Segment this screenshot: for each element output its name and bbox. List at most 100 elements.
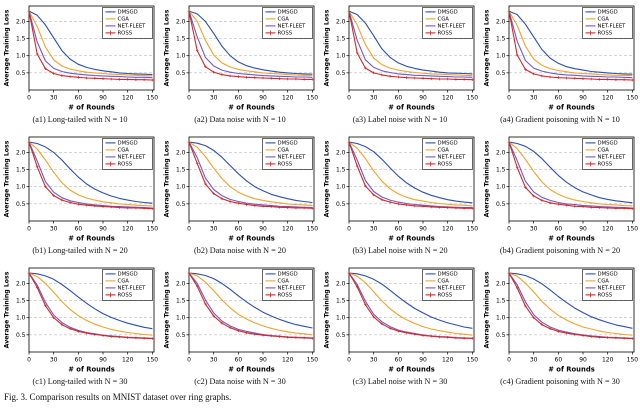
legend-label-ROSS: ROSS xyxy=(438,293,453,299)
x-tick-label: 30 xyxy=(370,226,378,233)
x-axis-label: # of Rounds xyxy=(68,104,115,112)
series-line-ROSS xyxy=(348,141,473,209)
y-tick-label: 1.0 xyxy=(16,53,26,60)
y-axis-label: Average Training Loss xyxy=(484,271,491,348)
series-line-ROSS xyxy=(348,272,473,339)
x-tick-label: 0 xyxy=(347,226,351,233)
loss-chart-a4: 0 30 60 90 120 150 0.5 1.0 1.5 2.0 # of Rounds Aver… xyxy=(484,5,638,112)
x-tick-label: 150 xyxy=(307,95,318,102)
x-tick-label: 90 xyxy=(579,95,587,102)
loss-chart-b3: 0 30 60 90 120 150 0.5 1.0 1.5 2.0 # of Rounds Aver… xyxy=(324,136,478,243)
x-tick-label: 150 xyxy=(467,95,478,102)
x-tick-label: 0 xyxy=(27,95,31,102)
series-line-CGA xyxy=(348,272,473,336)
loss-chart-c1: 0 30 60 90 120 150 0.5 1.0 1.5 2.0 # of Rounds Aver… xyxy=(4,267,158,374)
chart-caption-b1: (b1) Long-tailed with N = 20 xyxy=(32,246,128,255)
x-tick-label: 60 xyxy=(235,357,243,364)
y-tick-label: 1.0 xyxy=(336,184,346,191)
plot-frame xyxy=(28,267,155,353)
x-tick-label: 120 xyxy=(602,95,614,102)
x-tick-label: 0 xyxy=(507,226,511,233)
x-tick-label: 150 xyxy=(307,357,318,364)
chart-caption-b2: (b2) Data noise with N = 20 xyxy=(194,246,286,255)
chart-cell-b4: 0 30 60 90 120 150 0.5 1.0 1.5 2.0 # of Rounds Aver… xyxy=(480,133,640,255)
series-line-ROSS xyxy=(188,10,313,80)
legend-label-DMSGD: DMSGD xyxy=(438,272,458,278)
y-tick-label: 1.5 xyxy=(16,298,26,305)
chart-caption-b4: (b4) Gradient poisoning with N = 20 xyxy=(499,246,621,255)
y-tick-label: 1.0 xyxy=(16,184,26,191)
plot-frame xyxy=(508,267,635,353)
y-tick-label: 1.5 xyxy=(336,298,346,305)
legend-label-ROSS: ROSS xyxy=(278,293,293,299)
x-tick-label: 120 xyxy=(122,357,134,364)
loss-chart-c2: 0 30 60 90 120 150 0.5 1.0 1.5 2.0 # of Rounds Aver… xyxy=(164,267,318,374)
x-axis-label: # of Rounds xyxy=(228,366,275,374)
x-tick-label: 30 xyxy=(210,95,218,102)
x-tick-label: 90 xyxy=(419,357,427,364)
loss-chart-c4: 0 30 60 90 120 150 0.5 1.0 1.5 2.0 # of Rounds Aver… xyxy=(484,267,638,374)
y-tick-label: 2.0 xyxy=(496,18,506,25)
legend-label-CGA: CGA xyxy=(278,148,290,154)
y-tick-label: 2.0 xyxy=(176,149,186,156)
chart-cell-c2: 0 30 60 90 120 150 0.5 1.0 1.5 2.0 # of Rounds Aver… xyxy=(160,264,320,386)
loss-chart-c3: 0 30 60 90 120 150 0.5 1.0 1.5 2.0 # of Rounds Aver… xyxy=(324,267,478,374)
x-tick-label: 0 xyxy=(187,357,191,364)
figure-3: 0 30 60 90 120 150 0.5 1.0 1.5 2.0 # of Rounds Aver… xyxy=(4,5,640,402)
loss-chart-b1: 0 30 60 90 120 150 0.5 1.0 1.5 2.0 # of Rounds Aver… xyxy=(4,136,158,243)
x-axis-label: # of Rounds xyxy=(388,235,435,243)
plot-frame xyxy=(188,136,315,222)
x-tick-label: 150 xyxy=(467,226,478,233)
legend-label-DMSGD: DMSGD xyxy=(598,272,618,278)
chart-caption-c3: (c3) Label noise with N = 30 xyxy=(352,377,448,386)
series-line-CGA xyxy=(188,141,313,207)
y-tick-label: 1.5 xyxy=(496,298,506,305)
legend-label-DMSGD: DMSGD xyxy=(118,141,138,147)
legend-label-NET-FLEET: NET-FLEET xyxy=(438,286,467,292)
y-tick-label: 2.0 xyxy=(496,149,506,156)
x-tick-label: 60 xyxy=(235,226,243,233)
x-tick-label: 150 xyxy=(147,95,158,102)
y-tick-label: 1.5 xyxy=(496,36,506,43)
x-tick-label: 150 xyxy=(147,226,158,233)
series-line-ROSS xyxy=(188,272,313,339)
legend-label-NET-FLEET: NET-FLEET xyxy=(598,155,627,161)
y-axis-label: Average Training Loss xyxy=(4,9,11,86)
chart-cell-c3: 0 30 60 90 120 150 0.5 1.0 1.5 2.0 # of Rounds Aver… xyxy=(320,264,480,386)
chart-caption-b3: (b3) Label noise with N = 20 xyxy=(352,246,448,255)
y-tick-label: 0.5 xyxy=(336,332,346,339)
series-line-ROSS xyxy=(508,10,633,81)
y-axis-label: Average Training Loss xyxy=(484,9,491,86)
x-tick-label: 60 xyxy=(75,226,83,233)
chart-caption-c2: (c2) Data noise with N = 30 xyxy=(194,377,286,386)
y-tick-label: 0.5 xyxy=(16,332,26,339)
series-line-NET-FLEET xyxy=(508,141,633,209)
series-line-DMSGD xyxy=(188,141,313,204)
x-tick-label: 60 xyxy=(395,226,403,233)
x-tick-label: 60 xyxy=(75,95,83,102)
x-tick-label: 30 xyxy=(50,226,58,233)
x-axis-label: # of Rounds xyxy=(388,104,435,112)
y-tick-label: 1.5 xyxy=(496,167,506,174)
x-tick-label: 30 xyxy=(50,95,58,102)
y-tick-label: 0.5 xyxy=(496,70,506,77)
series-line-CGA xyxy=(508,10,633,77)
y-tick-label: 1.5 xyxy=(336,36,346,43)
series-line-ROSS xyxy=(508,141,633,210)
x-tick-label: 120 xyxy=(602,357,614,364)
legend-label-CGA: CGA xyxy=(598,279,610,285)
y-tick-label: 0.5 xyxy=(336,201,346,208)
x-tick-label: 90 xyxy=(419,95,427,102)
series-line-CGA xyxy=(348,10,473,77)
x-tick-label: 30 xyxy=(210,226,218,233)
x-tick-label: 150 xyxy=(627,357,638,364)
legend-label-DMSGD: DMSGD xyxy=(598,10,618,16)
legend-label-ROSS: ROSS xyxy=(118,31,133,37)
y-tick-label: 2.0 xyxy=(16,149,26,156)
x-tick-label: 90 xyxy=(259,226,267,233)
y-axis-label: Average Training Loss xyxy=(164,271,171,348)
x-axis-label: # of Rounds xyxy=(68,235,115,243)
series-line-DMSGD xyxy=(348,10,473,75)
x-tick-label: 90 xyxy=(99,95,107,102)
figure-caption: Fig. 3. Comparison results on MNIST data… xyxy=(4,392,232,402)
